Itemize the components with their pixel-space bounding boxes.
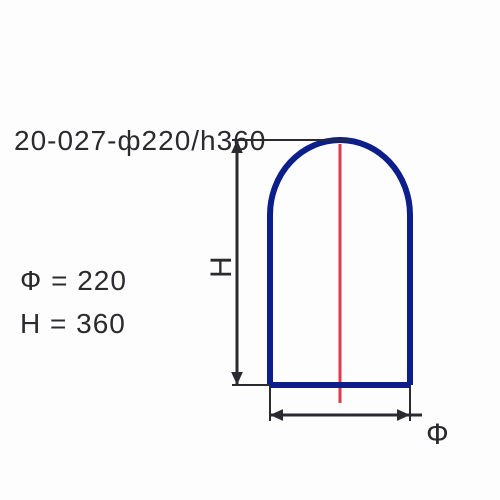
h-value-label: H = 360 — [20, 308, 126, 340]
part-code-label: 20-027-ф220/h360 — [14, 125, 266, 157]
dim-phi-symbol: Ф — [426, 418, 450, 452]
dim-h-symbol: H — [205, 255, 239, 278]
dimension-drawing — [0, 0, 500, 500]
phi-value-label: Ф = 220 — [20, 265, 127, 297]
arrowhead — [270, 409, 283, 421]
arrowhead — [231, 372, 243, 385]
arrowhead — [397, 409, 410, 421]
